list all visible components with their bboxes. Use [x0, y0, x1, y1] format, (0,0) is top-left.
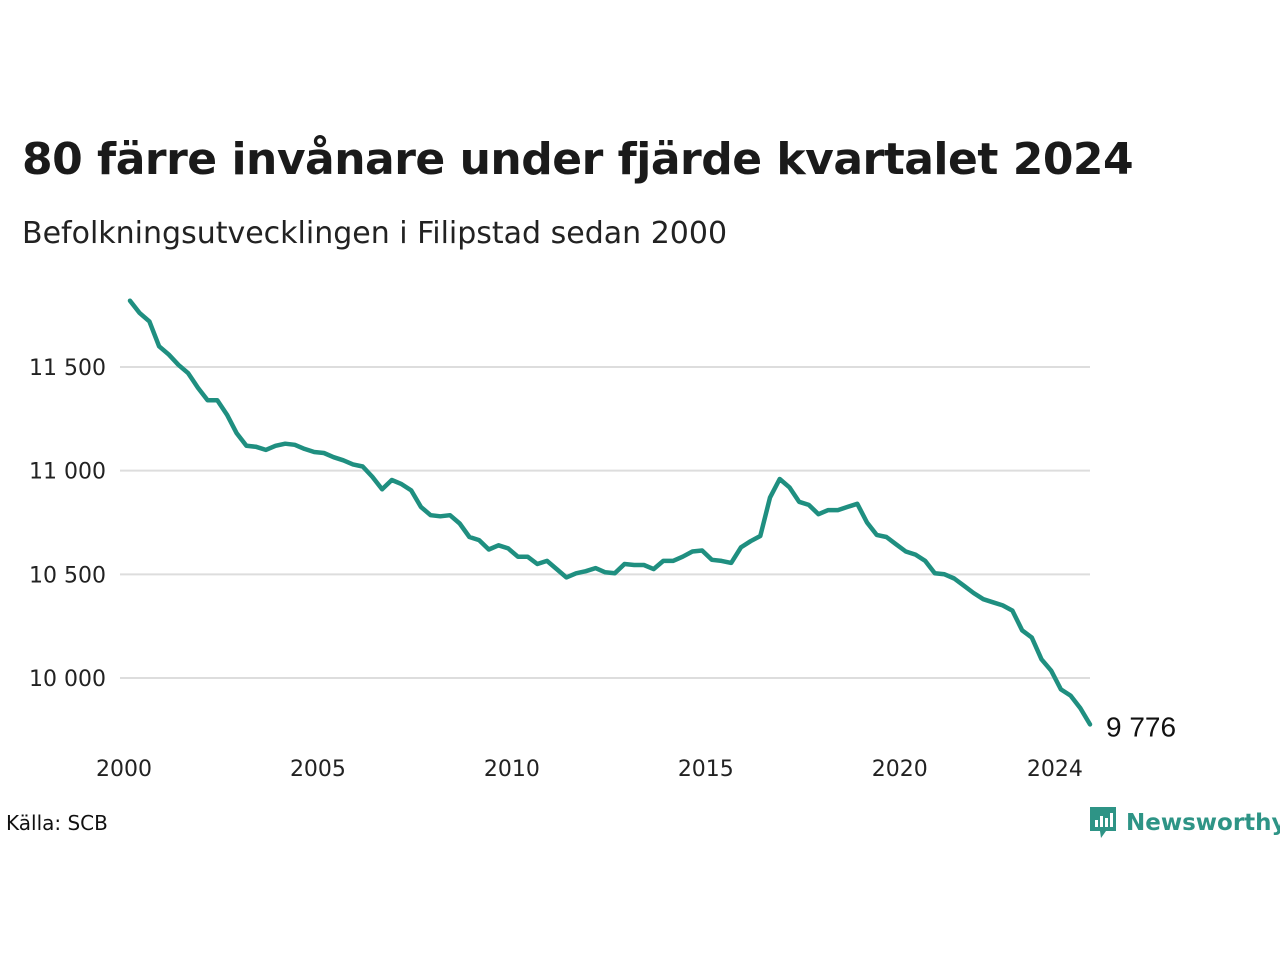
newsworthy-logo-icon [1090, 807, 1116, 838]
y-tick-label: 11 000 [29, 460, 106, 485]
population-line [127, 298, 1093, 727]
y-tick-label: 10 000 [29, 667, 106, 692]
x-tick-label: 2005 [290, 757, 346, 782]
y-tick-label: 10 500 [29, 563, 106, 588]
chart-subtitle: Befolkningsutvecklingen i Filipstad seda… [22, 216, 728, 251]
x-tick-label: 2024 [1027, 757, 1083, 782]
last-value-label: 9 776 [1106, 711, 1176, 742]
gridlines [120, 366, 1090, 679]
x-tick-label: 2010 [484, 757, 540, 782]
x-tick-label: 2020 [872, 757, 928, 782]
x-axis-ticks: 2000 2005 2010 2015 2020 2024 [96, 757, 1083, 782]
brand-logo: Newsworthy [1088, 804, 1280, 842]
x-tick-label: 2000 [96, 757, 152, 782]
y-axis-ticks: 10 000 10 500 11 000 11 500 [29, 356, 106, 692]
brand-name: Newsworthy [1126, 810, 1280, 836]
x-tick-label: 2015 [678, 757, 734, 782]
y-tick-label: 11 500 [29, 356, 106, 381]
chart-title: 80 färre invånare under fjärde kvartalet… [22, 134, 1134, 185]
source-note: Källa: SCB [6, 811, 108, 835]
